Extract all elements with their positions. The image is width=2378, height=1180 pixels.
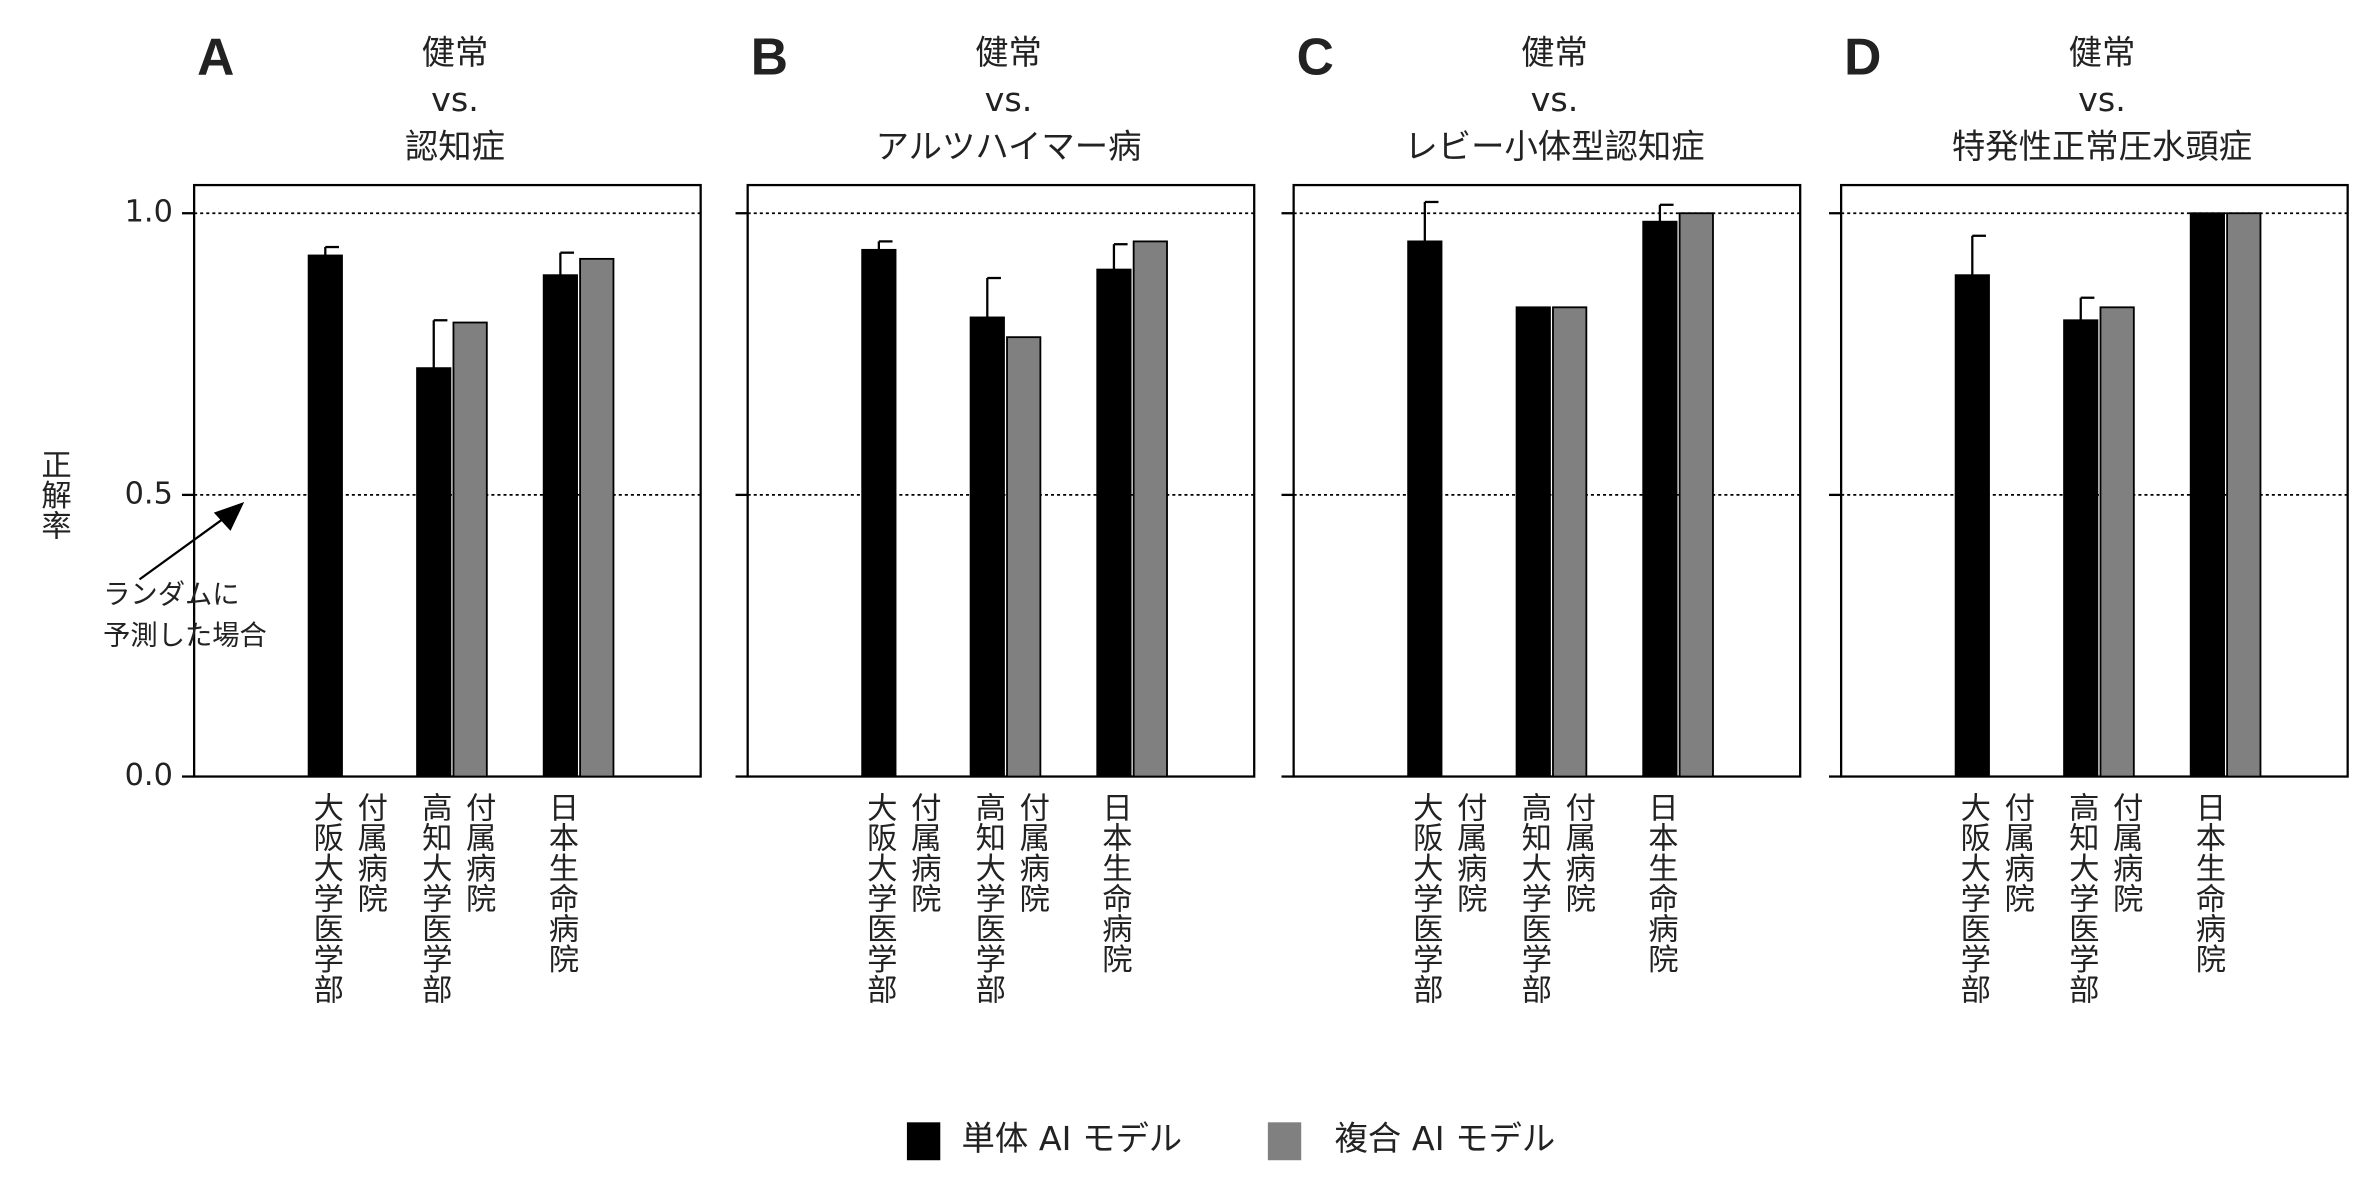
x-tick-label: 日本生命病院 bbox=[2190, 792, 2225, 974]
panel-letter: B bbox=[751, 27, 788, 85]
x-tick-label: 大阪大学医学部 bbox=[1955, 791, 1990, 1004]
chart-title: レビー小体型認知症 bbox=[1404, 127, 1704, 166]
x-tick-label: 高知大学医学部 bbox=[1516, 791, 1551, 1004]
x-tick-label: 大阪大学医学部 bbox=[308, 791, 343, 1004]
panel-letter: A bbox=[197, 27, 234, 85]
y-tick-label: 0.5 bbox=[125, 476, 173, 511]
bar bbox=[969, 316, 1005, 778]
chart-title: 健常 bbox=[2069, 33, 2136, 72]
arrow-head bbox=[213, 502, 245, 531]
chart-title: 健常 bbox=[422, 33, 489, 72]
bar bbox=[2226, 212, 2262, 778]
error-bar bbox=[1112, 243, 1128, 270]
bar bbox=[1954, 274, 1990, 778]
x-tick-label: 付属病院 bbox=[905, 792, 941, 914]
chart-title: 特発性正常圧水頭症 bbox=[1952, 127, 2252, 166]
bar bbox=[1642, 220, 1678, 778]
chart-title: vs. bbox=[1531, 80, 1579, 119]
bar bbox=[1096, 268, 1132, 778]
panel-letter: C bbox=[1297, 27, 1334, 85]
bar bbox=[1678, 212, 1714, 778]
bar bbox=[1552, 306, 1588, 778]
x-tick-label: 付属病院 bbox=[1999, 792, 2035, 914]
bar bbox=[416, 367, 452, 778]
x-tick-label: 付属病院 bbox=[2107, 792, 2143, 914]
error-bar bbox=[2079, 296, 2095, 321]
error-bar bbox=[1971, 234, 1986, 276]
bar bbox=[1515, 306, 1551, 778]
chart-title: vs. bbox=[2078, 80, 2126, 119]
error-bar bbox=[1423, 200, 1439, 242]
x-tick-label: 高知大学医学部 bbox=[416, 791, 451, 1004]
annotation-arrow bbox=[138, 514, 229, 581]
legend-label: 複合 AI モデル bbox=[1335, 1119, 1556, 1158]
chart-title: アルツハイマー病 bbox=[876, 127, 1142, 166]
bar bbox=[2189, 212, 2225, 778]
chart-title: 健常 bbox=[1521, 33, 1588, 72]
error-bar bbox=[986, 276, 1001, 318]
chart-title: vs. bbox=[431, 80, 479, 119]
panel-letter: D bbox=[1844, 27, 1881, 85]
error-bar bbox=[324, 245, 339, 256]
x-tick-label: 付属病院 bbox=[1560, 792, 1596, 914]
y-tick-label: 0.0 bbox=[125, 758, 173, 793]
x-tick-label: 高知大学医学部 bbox=[2063, 791, 2098, 1004]
legend-label: 単体 AI モデル bbox=[962, 1119, 1183, 1158]
bar bbox=[861, 248, 897, 778]
chart-title: 健常 bbox=[975, 33, 1042, 72]
x-tick-label: 付属病院 bbox=[1014, 792, 1050, 914]
chart-title: vs. bbox=[985, 80, 1033, 119]
legend-swatch bbox=[1267, 1122, 1302, 1161]
bar bbox=[1006, 336, 1042, 778]
error-bar bbox=[559, 251, 575, 276]
legend-swatch bbox=[906, 1122, 941, 1161]
x-tick-label: 付属病院 bbox=[352, 792, 388, 914]
error-bar bbox=[432, 319, 448, 369]
y-tick-label: 1.0 bbox=[125, 195, 173, 230]
x-tick-label: 大阪大学医学部 bbox=[861, 791, 896, 1004]
x-tick-label: 日本生命病院 bbox=[543, 792, 578, 974]
x-tick-label: 日本生命病院 bbox=[1642, 792, 1677, 974]
y-axis-label: 正解率 bbox=[36, 449, 72, 540]
x-tick-label: 日本生命病院 bbox=[1096, 792, 1131, 974]
chart-title: 認知症 bbox=[405, 127, 505, 166]
bar bbox=[452, 321, 488, 778]
bar bbox=[2063, 319, 2099, 778]
bar bbox=[2099, 306, 2135, 778]
x-tick-label: 高知大学医学部 bbox=[970, 791, 1005, 1004]
error-bar bbox=[877, 240, 893, 250]
bar bbox=[579, 257, 615, 778]
bar bbox=[307, 254, 343, 778]
x-tick-label: 付属病院 bbox=[460, 792, 496, 914]
x-tick-label: 大阪大学医学部 bbox=[1407, 791, 1442, 1004]
x-tick-label: 付属病院 bbox=[1451, 792, 1487, 914]
annotation: ランダムに bbox=[103, 580, 239, 611]
error-bar bbox=[1658, 203, 1674, 222]
bar bbox=[1407, 240, 1443, 778]
annotation: 予測した場合 bbox=[103, 621, 267, 652]
bar bbox=[1132, 240, 1168, 778]
bar bbox=[542, 274, 578, 778]
